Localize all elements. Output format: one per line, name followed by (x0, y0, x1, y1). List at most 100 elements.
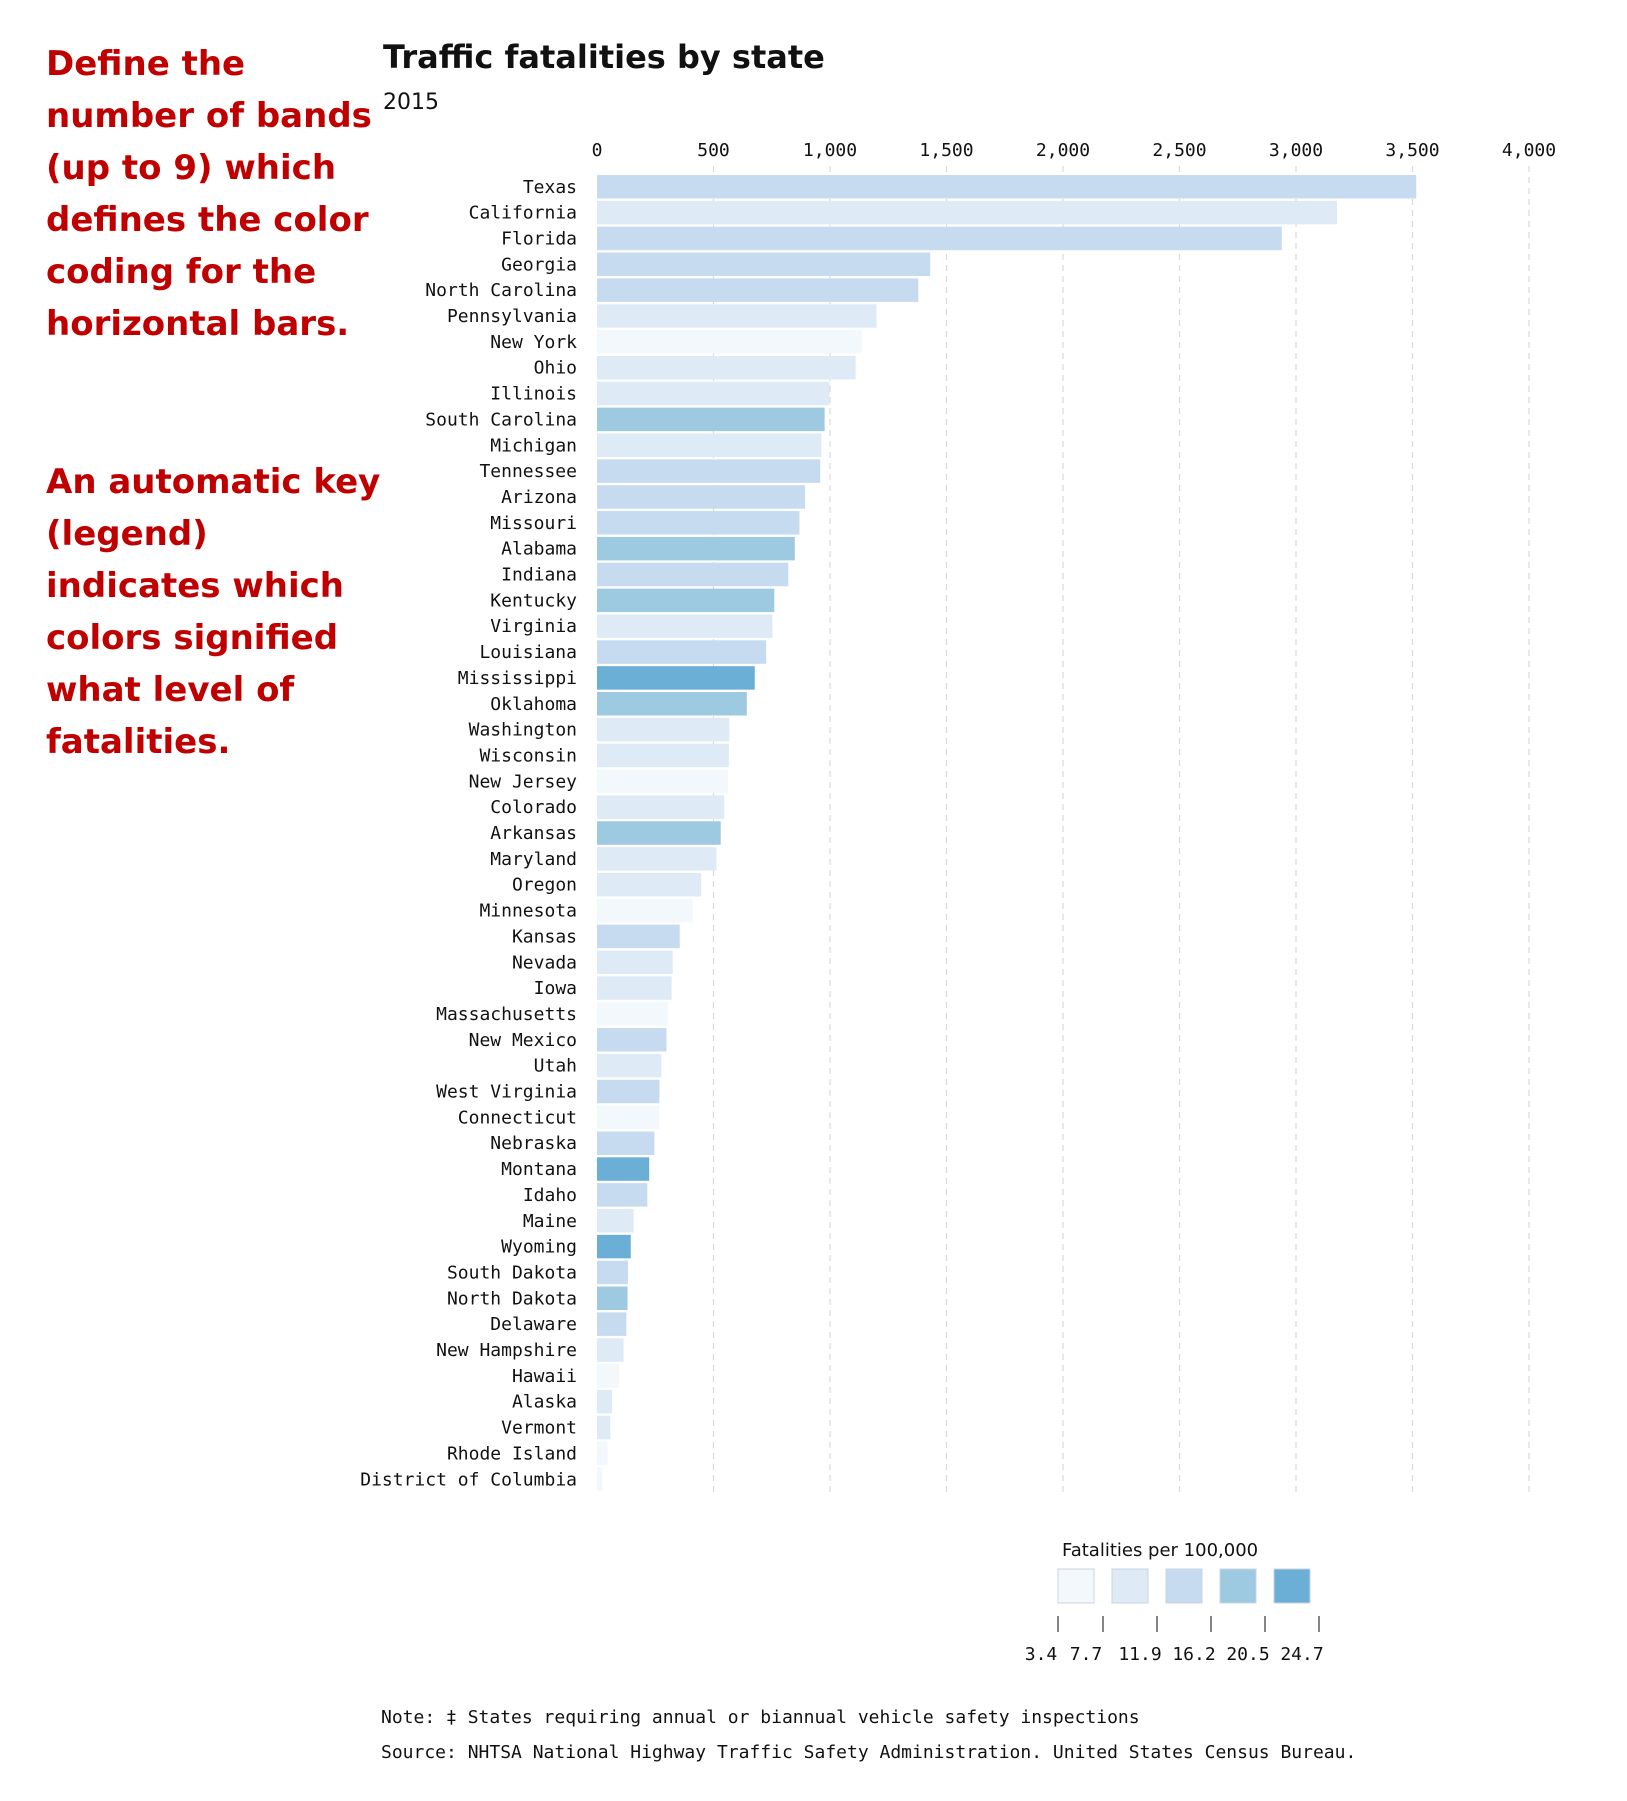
category-label: Maryland (490, 849, 577, 870)
legend-break-label: 7.7 (1070, 1644, 1103, 1665)
category-label: Virginia (490, 616, 577, 637)
x-tick-label: 1,500 (919, 140, 973, 161)
bar (597, 304, 877, 328)
category-label: Colorado (490, 797, 577, 818)
category-label: Rhode Island (447, 1443, 577, 1464)
category-label: Alaska (512, 1392, 577, 1413)
category-label: North Dakota (447, 1288, 577, 1309)
legend-swatch (1273, 1568, 1311, 1604)
bar (597, 692, 747, 716)
category-label: Indiana (501, 565, 577, 586)
bar (597, 562, 789, 587)
chart-title: Traffic fatalities by state (383, 38, 825, 76)
category-label: Oklahoma (490, 694, 577, 715)
x-tick-label: 4,000 (1502, 140, 1556, 161)
category-label: Kansas (512, 926, 577, 947)
legend-swatch (1057, 1568, 1095, 1604)
category-labels: Texas California Florida Georgia North Carol… (360, 177, 577, 1491)
note-text: Note: ‡ States requiring annual or biann… (381, 1707, 1140, 1728)
category-label: Washington (469, 720, 577, 741)
category-label: New Jersey (469, 771, 578, 792)
bar (597, 717, 730, 742)
bar (597, 278, 919, 302)
category-label: Tennessee (479, 461, 577, 482)
legend-swatch (1219, 1568, 1257, 1604)
category-label: Delaware (490, 1314, 577, 1335)
bar (597, 330, 862, 354)
bar (597, 407, 825, 432)
bar (597, 433, 822, 457)
bar (597, 1415, 611, 1440)
category-label: Iowa (534, 978, 577, 999)
legend-break-label: 16.2 (1172, 1644, 1215, 1665)
category-label: Alabama (501, 539, 577, 560)
category-label: Nevada (512, 952, 577, 973)
bar (597, 1338, 624, 1362)
source-text: Source: NHTSA National Highway Traffic S… (381, 1742, 1357, 1763)
category-label: Maine (523, 1211, 577, 1232)
x-tick-label: 3,000 (1269, 140, 1323, 161)
x-tick-label: 1,000 (803, 140, 857, 161)
category-label: Missouri (490, 513, 577, 534)
bar (597, 511, 800, 535)
x-tick-label: 3,500 (1385, 140, 1439, 161)
bar (597, 950, 673, 974)
x-tick-label: 0 (592, 140, 603, 161)
bar (597, 200, 1338, 225)
category-label: Texas (523, 177, 577, 198)
category-label: New York (490, 332, 577, 353)
bar (597, 485, 806, 509)
category-label: West Virginia (436, 1082, 577, 1103)
bands-annotation: Define the number of bands (up to 9) whi… (46, 44, 372, 344)
category-label: Vermont (501, 1418, 577, 1439)
bar (597, 1079, 660, 1104)
bar (597, 381, 830, 406)
legend-swatch (1111, 1568, 1149, 1604)
bar (597, 976, 672, 1000)
bar (597, 640, 767, 664)
bar (597, 355, 856, 380)
bar (597, 1260, 628, 1285)
legend-title: Fatalities per 100,000 (1062, 1540, 1259, 1561)
x-axis-ticks: 0 500 1,000 1,500 2,000 2,500 3,000 3,500 4,000 (592, 140, 1557, 161)
category-label: District of Columbia (360, 1469, 577, 1490)
category-label: Wyoming (501, 1237, 577, 1258)
category-label: Florida (501, 228, 577, 249)
chart-subtitle: 2015 (383, 90, 439, 115)
category-label: Oregon (512, 875, 577, 896)
bar (597, 588, 775, 613)
bar (597, 743, 729, 768)
legend-annotation: An automatic key (legend) indicates whic… (46, 462, 381, 762)
category-label: Utah (534, 1056, 577, 1077)
category-label: South Dakota (447, 1262, 577, 1283)
legend-break-label: 11.9 (1118, 1644, 1161, 1665)
bar (597, 821, 721, 845)
category-label: Ohio (534, 358, 577, 379)
category-label: Georgia (501, 254, 577, 275)
category-label: Kentucky (490, 590, 577, 611)
category-label: South Carolina (425, 409, 577, 430)
color-legend: 3.4 7.7 11.9 16.2 20.5 24.7 (1025, 1568, 1324, 1665)
category-label: Minnesota (479, 901, 577, 922)
bar (597, 666, 755, 690)
bar (597, 1364, 619, 1388)
category-label: New Mexico (469, 1030, 577, 1051)
bar (597, 769, 728, 794)
legend-break-label: 3.4 (1025, 1644, 1058, 1665)
legend-break-label: 20.5 (1226, 1644, 1269, 1665)
bar (597, 536, 795, 561)
category-label: Illinois (490, 384, 577, 405)
bar (597, 1286, 628, 1311)
bar (597, 1131, 655, 1155)
bar (597, 924, 680, 949)
bars (597, 175, 1417, 1491)
legend-break-label: 24.7 (1280, 1644, 1323, 1665)
bar (597, 847, 717, 871)
category-label: Wisconsin (479, 745, 577, 766)
bar (597, 872, 702, 897)
bar (597, 226, 1282, 251)
bar (597, 1183, 648, 1207)
category-label: Idaho (523, 1185, 577, 1206)
category-label: Nebraska (490, 1133, 577, 1154)
category-label: Hawaii (512, 1366, 577, 1387)
